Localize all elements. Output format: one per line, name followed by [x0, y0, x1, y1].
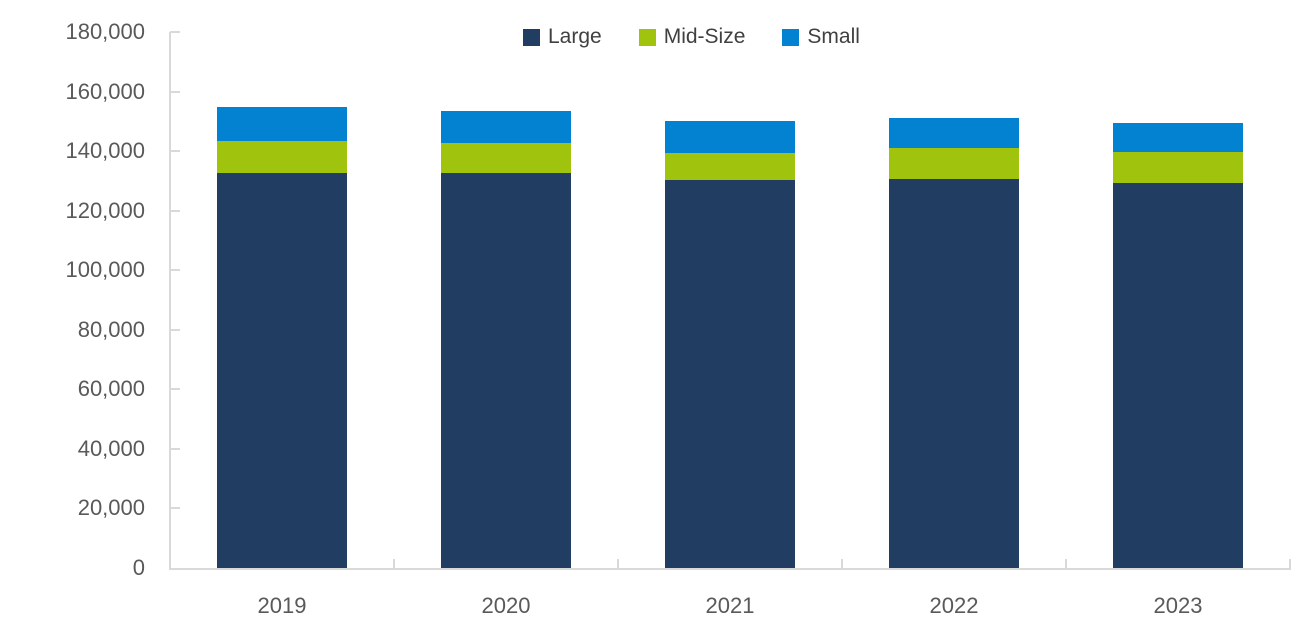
- bar-segment-small-2020: [441, 110, 571, 143]
- legend-item-mid-size: Mid-Size: [638, 25, 746, 49]
- x-axis-tick: [617, 559, 619, 568]
- x-axis-category-label: 2022: [929, 593, 979, 618]
- bar-segment-large-2020: [441, 172, 571, 568]
- y-axis-tick: [170, 269, 180, 272]
- legend-swatch-icon: [638, 28, 656, 46]
- legend-label: Large: [548, 25, 602, 48]
- x-axis-category-label: 2019: [257, 593, 307, 618]
- y-axis-tick: [170, 388, 180, 391]
- y-axis-tick-label: 100,000: [65, 257, 145, 283]
- bar-segment-large-2022: [889, 178, 1019, 568]
- legend-label: Mid-Size: [663, 25, 746, 48]
- legend-item-small: Small: [782, 25, 860, 49]
- bar-segment-large-2019: [217, 172, 347, 568]
- x-axis-tick: [393, 559, 395, 568]
- bar-segment-large-2023: [1113, 182, 1243, 568]
- y-axis-tick-label: 180,000: [65, 19, 145, 44]
- y-axis-tick-label: 120,000: [65, 197, 145, 223]
- y-axis-tick-label: 160,000: [65, 78, 145, 104]
- chart-legend: Large Mid-Size Small: [523, 25, 860, 49]
- y-axis-tick: [170, 31, 180, 33]
- x-axis-tick: [1065, 559, 1067, 568]
- y-axis-tick: [170, 328, 180, 331]
- bar-segment-small-2019: [217, 107, 347, 142]
- bar-segment-small-2021: [665, 121, 795, 153]
- x-axis-tick: [1289, 559, 1291, 568]
- x-axis-tick: [841, 559, 843, 568]
- legend-item-large: Large: [523, 25, 602, 49]
- y-axis-tick: [170, 507, 180, 510]
- y-axis-tick: [170, 150, 180, 153]
- bar-segment-small-2022: [889, 118, 1019, 148]
- y-axis-tick-label: 20,000: [77, 495, 145, 521]
- legend-swatch-icon: [782, 28, 800, 46]
- x-axis-line: [169, 568, 1291, 570]
- bar-segment-small-2023: [1113, 123, 1243, 152]
- bar-segment-mid-size-2023: [1113, 152, 1243, 183]
- y-axis-tick-label: 40,000: [77, 435, 145, 461]
- x-axis-category-label: 2020: [481, 593, 531, 618]
- bar-segment-mid-size-2020: [441, 142, 571, 173]
- x-axis-category-label: 2023: [1153, 593, 1203, 618]
- bar-segment-mid-size-2022: [889, 147, 1019, 179]
- y-axis-tick: [170, 447, 180, 450]
- bar-segment-mid-size-2021: [665, 152, 795, 180]
- y-axis-tick-label: 80,000: [77, 316, 145, 342]
- legend-label: Small: [807, 25, 860, 48]
- y-axis-tick-label: 60,000: [77, 376, 145, 402]
- bar-segment-large-2021: [665, 179, 795, 568]
- x-axis-category-label: 2021: [705, 593, 755, 618]
- x-axis-tick: [169, 559, 171, 568]
- y-axis-tick: [170, 90, 180, 93]
- y-axis-tick: [170, 209, 180, 212]
- y-axis-tick-label: 140,000: [65, 138, 145, 164]
- legend-swatch-icon: [523, 28, 540, 46]
- bar-segment-mid-size-2019: [217, 141, 347, 173]
- y-axis-tick-label: 0: [132, 555, 145, 580]
- y-axis-line: [169, 32, 171, 570]
